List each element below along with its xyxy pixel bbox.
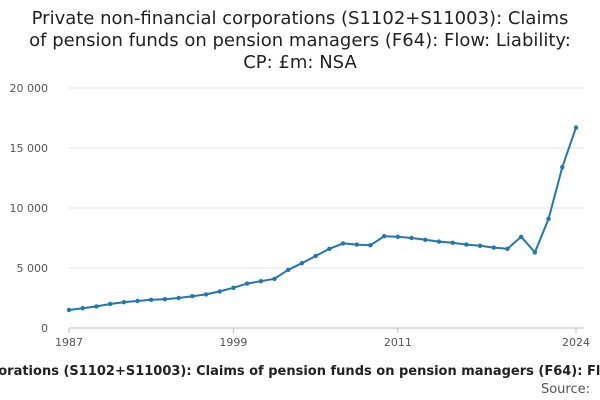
gridlines: [69, 87, 584, 329]
chart-title: Private non-financial corporations (S110…: [0, 8, 600, 74]
data-point[interactable]: [518, 234, 524, 239]
data-point[interactable]: [80, 306, 85, 311]
source-label: Source:: [540, 382, 590, 397]
data-point[interactable]: [258, 279, 264, 284]
y-tick-label: 20 000: [10, 82, 49, 95]
data-point[interactable]: [477, 243, 483, 248]
data-point[interactable]: [107, 301, 113, 307]
series-group: [66, 125, 579, 313]
x-tick-label: 2011: [384, 336, 412, 349]
data-point[interactable]: [190, 294, 195, 299]
data-point[interactable]: [121, 300, 127, 305]
data-point[interactable]: [149, 297, 154, 302]
data-point[interactable]: [450, 240, 455, 245]
data-point[interactable]: [409, 235, 414, 241]
data-point[interactable]: [94, 304, 99, 309]
data-point[interactable]: [573, 125, 579, 130]
data-point[interactable]: [464, 242, 469, 247]
data-point[interactable]: [244, 281, 250, 286]
x-tick-label: 1999: [219, 336, 247, 349]
data-point[interactable]: [203, 292, 209, 297]
data-point[interactable]: [286, 267, 291, 272]
series-line: [68, 127, 577, 311]
data-point[interactable]: [176, 295, 181, 301]
data-point[interactable]: [395, 234, 401, 239]
chart-caption-text: Private non-financial corporations (S110…: [0, 364, 600, 379]
chart-caption: Private non-financial corporations (S110…: [0, 364, 600, 382]
data-point[interactable]: [135, 298, 140, 304]
y-tick-label: 10 000: [10, 202, 49, 215]
x-axis: 1987 1999 2011 2024: [55, 328, 590, 349]
data-point[interactable]: [66, 307, 72, 313]
data-point[interactable]: [272, 276, 277, 281]
data-point[interactable]: [299, 261, 305, 266]
y-axis: 0 5 000 10 000 15 000 20 000: [10, 82, 49, 335]
data-point[interactable]: [327, 246, 332, 251]
data-point[interactable]: [162, 297, 168, 302]
y-tick-label: 15 000: [10, 142, 49, 155]
data-point[interactable]: [491, 245, 496, 250]
data-point[interactable]: [340, 241, 346, 246]
data-point[interactable]: [436, 239, 442, 244]
data-point[interactable]: [532, 250, 538, 255]
chart-title-line-3: CP: £m: NSA: [243, 52, 357, 73]
chart-title-line-2: of pension funds on pension managers (F6…: [29, 30, 571, 51]
data-point[interactable]: [368, 243, 373, 248]
x-tick-label: 1987: [55, 336, 83, 349]
y-tick-label: 0: [41, 322, 48, 335]
data-point[interactable]: [505, 246, 510, 251]
data-point[interactable]: [231, 285, 236, 290]
data-point[interactable]: [313, 253, 318, 259]
y-tick-label: 5 000: [17, 262, 49, 275]
chart-title-line-1: Private non-financial corporations (S110…: [31, 8, 569, 29]
data-point[interactable]: [381, 234, 387, 239]
data-point[interactable]: [354, 242, 359, 247]
data-point[interactable]: [217, 289, 222, 294]
data-point[interactable]: [423, 237, 428, 242]
data-point[interactable]: [560, 165, 565, 170]
data-point[interactable]: [546, 216, 551, 221]
x-tick-label: 2024: [562, 336, 590, 349]
